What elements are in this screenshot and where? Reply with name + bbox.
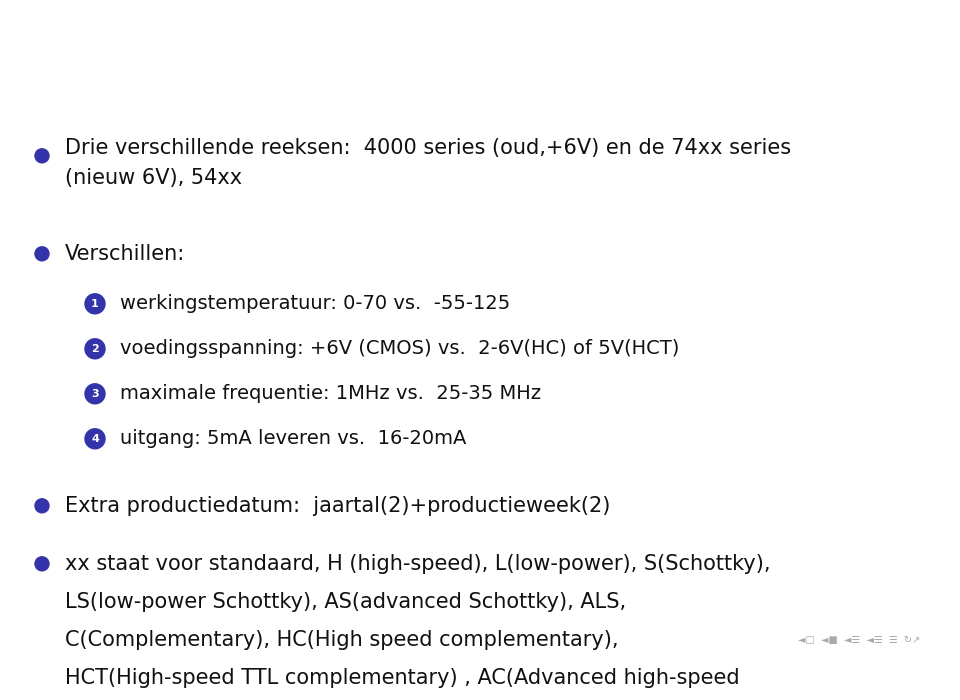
Text: ◄□  ◄■  ◄☰  ◄☰  ☰  ↻↗: ◄□ ◄■ ◄☰ ◄☰ ☰ ↻↗ [798,636,920,645]
Text: Verschillen:: Verschillen: [65,244,185,264]
Text: maximale frequentie: 1MHz vs.  25-35 MHz: maximale frequentie: 1MHz vs. 25-35 MHz [120,384,541,403]
Circle shape [35,247,49,261]
Text: (nieuw 6V), 54xx: (nieuw 6V), 54xx [65,168,242,188]
Text: C(Complementary), HC(High speed complementary),: C(Complementary), HC(High speed compleme… [65,630,618,650]
Circle shape [85,339,105,359]
Text: October 6, 2005: October 6, 2005 [768,672,888,685]
Text: 1: 1 [91,299,99,309]
Text: HCT(High-speed TTL complementary) , AC(Advanced high-speed: HCT(High-speed TTL complementary) , AC(A… [65,668,739,688]
Text: voedingsspanning: +6V (CMOS) vs.  2-6V(HC) of 5V(HCT): voedingsspanning: +6V (CMOS) vs. 2-6V(HC… [120,340,680,358]
Text: LS(low-power Schottky), AS(advanced Schottky), ALS,: LS(low-power Schottky), AS(advanced Scho… [65,592,626,612]
Text: Drie verschillende reeksen:  4000 series (oud,+6V) en de 74xx series: Drie verschillende reeksen: 4000 series … [65,138,791,158]
Text: werkingstemperatuur: 0-70 vs.  -55-125: werkingstemperatuur: 0-70 vs. -55-125 [120,294,511,314]
Text: 3: 3 [91,389,99,399]
Text: 3 / 19: 3 / 19 [890,672,931,685]
Text: 2: 2 [91,344,99,354]
Text: Peter Slaets  (): Peter Slaets () [19,672,132,685]
Text: Extra productiedatum:  jaartal(2)+productieweek(2): Extra productiedatum: jaartal(2)+product… [65,496,611,516]
Circle shape [85,429,105,449]
Circle shape [35,556,49,570]
Text: Vertragingstijd definities: Vertragingstijd definities [29,25,423,52]
Circle shape [35,149,49,163]
Text: uitgang: 5mA leveren vs.  16-20mA: uitgang: 5mA leveren vs. 16-20mA [120,429,467,448]
Circle shape [85,294,105,314]
Circle shape [85,384,105,404]
Circle shape [35,499,49,513]
Text: 4: 4 [91,434,99,444]
Text: xx staat voor standaard, H (high-speed), L(low-power), S(Schottky),: xx staat voor standaard, H (high-speed),… [65,554,771,574]
Text: Digitale en analoge technieken: Digitale en analoge technieken [364,672,596,685]
